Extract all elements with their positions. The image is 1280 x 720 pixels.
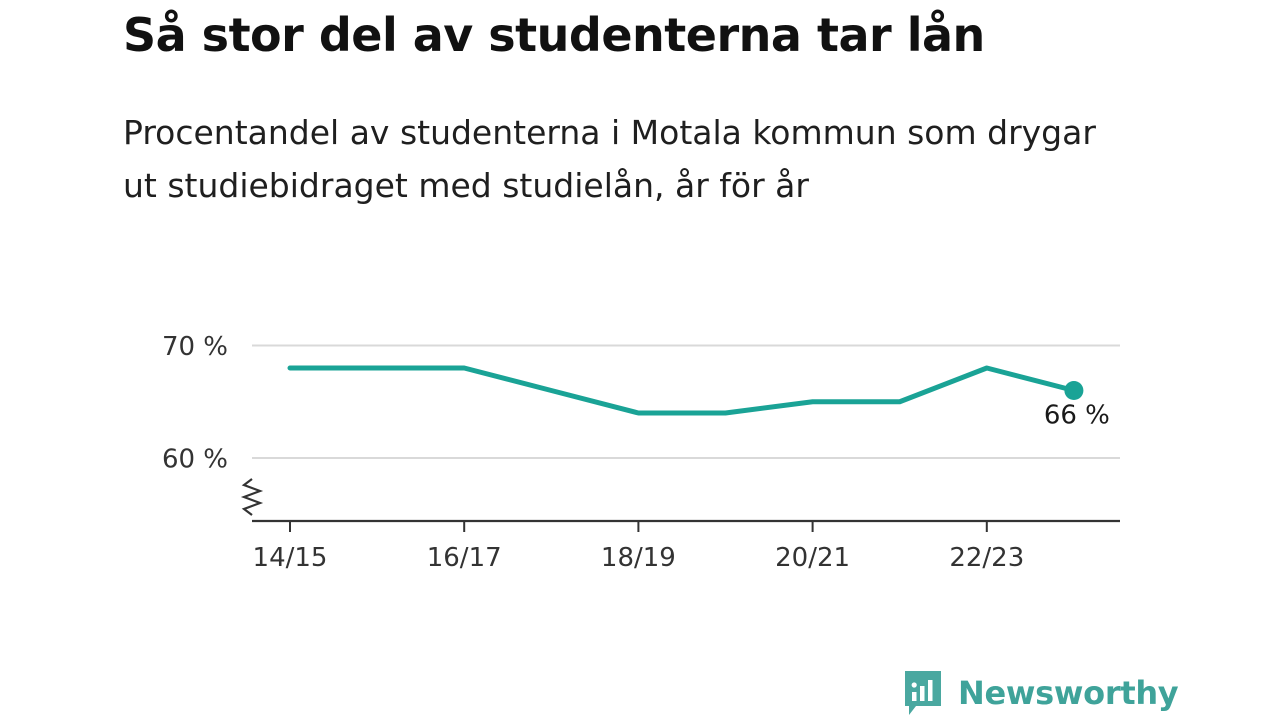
y-tick-label: 70 % [162, 332, 228, 362]
y-axis: 60 % 70 % [162, 332, 228, 475]
chart-title: Så stor del av studenterna tar lån [123, 8, 985, 62]
newsworthy-logo-icon [905, 671, 941, 715]
brand-name: Newsworthy [958, 674, 1179, 712]
x-tick-label: 22/23 [949, 543, 1024, 573]
x-tick-label: 18/19 [601, 543, 676, 573]
line-chart: 14/15 16/17 18/19 20/21 22/23 60 % 70 % 66 % [162, 332, 1120, 573]
x-tick-label: 20/21 [775, 543, 850, 573]
series [287, 365, 1084, 416]
x-axis: 14/15 16/17 18/19 20/21 22/23 [240, 478, 1120, 573]
series-line [287, 365, 1077, 416]
last-point-label: 66 % [1044, 401, 1110, 431]
last-data-point [1064, 381, 1084, 400]
axis-break-icon [240, 478, 264, 516]
brand-logo: Newsworthy [902, 668, 1179, 718]
y-tick-label: 60 % [162, 445, 228, 475]
x-tick-label: 14/15 [253, 543, 328, 573]
data-labels: 66 % [1044, 401, 1110, 431]
x-tick-label: 16/17 [427, 543, 502, 573]
gridlines [252, 344, 1120, 459]
chart-subtitle: Procentandel av studenterna i Motala kom… [123, 113, 1096, 205]
